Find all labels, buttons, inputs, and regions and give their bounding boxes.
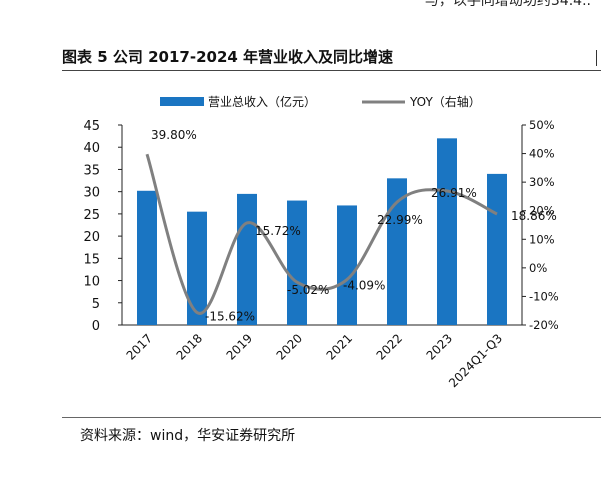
x-category-label: 2018 bbox=[174, 331, 205, 362]
edge-mark bbox=[596, 50, 597, 66]
y-left-tick-label: 35 bbox=[83, 163, 100, 178]
page-top-text: 与，以手同增动功约34.4.. bbox=[424, 0, 591, 9]
yoy-data-label: 26.91% bbox=[431, 186, 477, 200]
x-category-label: 2021 bbox=[324, 331, 355, 362]
yoy-data-label: 18.86% bbox=[511, 209, 557, 223]
revenue-bar bbox=[437, 138, 457, 325]
plot-area: 0 5 10 15 20 25 30 35 40 45 -20% -10% 0% 10% 20% 30% 40%… bbox=[83, 118, 558, 390]
x-category-label: 2023 bbox=[424, 331, 455, 362]
y-right-tick-label: 0% bbox=[529, 261, 547, 275]
x-category-label: 2019 bbox=[224, 331, 255, 362]
y-right-tick-label: 30% bbox=[529, 175, 555, 189]
source-note: 资料来源：wind，华安证券研究所 bbox=[80, 428, 296, 444]
x-category-label: 2022 bbox=[374, 331, 405, 362]
yoy-data-label: -4.09% bbox=[343, 279, 385, 293]
x-category-label: 2017 bbox=[124, 331, 155, 362]
y-right-tick-label: 40% bbox=[529, 147, 555, 161]
source-rule bbox=[62, 417, 601, 418]
yoy-data-label: 15.72% bbox=[255, 224, 301, 238]
legend-bar-swatch bbox=[160, 97, 204, 106]
y-left-tick-label: 20 bbox=[83, 230, 100, 245]
x-category-label: 2020 bbox=[274, 331, 305, 362]
figure-title: 图表 5 公司 2017-2024 年营业收入及同比增速 bbox=[62, 48, 394, 66]
x-category-label: 2024Q1-Q3 bbox=[446, 331, 505, 390]
y-left-tick-label: 10 bbox=[83, 275, 100, 290]
y-right-tick-label: 20% bbox=[529, 204, 555, 218]
revenue-bar bbox=[237, 193, 257, 325]
revenue-yoy-chart: 营业总收入（亿元） YOY（右轴） 0 5 10 15 20 25 30 35 40 45 -20%… bbox=[83, 94, 558, 390]
title-rule bbox=[62, 70, 601, 71]
revenue-bar bbox=[487, 173, 507, 325]
y-right-tick-label: 10% bbox=[529, 232, 555, 246]
y-left-tick-label: 25 bbox=[83, 208, 100, 223]
legend-bar-label: 营业总收入（亿元） bbox=[208, 94, 316, 109]
revenue-bar bbox=[287, 200, 307, 325]
y-left-tick-label: 30 bbox=[83, 186, 100, 201]
y-left-tick-label: 15 bbox=[83, 252, 100, 267]
y-left-tick-label: 5 bbox=[92, 297, 100, 312]
revenue-bar bbox=[337, 205, 357, 325]
revenue-bar bbox=[137, 190, 157, 325]
yoy-line bbox=[145, 153, 498, 315]
y-right-tick-label: -10% bbox=[529, 289, 559, 303]
y-right-tick-label: 50% bbox=[529, 118, 555, 132]
yoy-data-label: -5.02% bbox=[287, 283, 329, 297]
y-right-tick-label: -20% bbox=[529, 318, 559, 332]
revenue-bar bbox=[187, 211, 207, 325]
legend-line-label: YOY（右轴） bbox=[409, 94, 481, 109]
yoy-data-label: -15.62% bbox=[205, 309, 255, 323]
y-left-tick-label: 40 bbox=[83, 141, 100, 156]
y-left-tick-label: 0 bbox=[92, 319, 100, 334]
yoy-data-label: 22.99% bbox=[377, 213, 423, 227]
revenue-bar bbox=[387, 178, 407, 325]
yoy-data-label: 39.80% bbox=[151, 128, 197, 142]
legend: 营业总收入（亿元） YOY（右轴） bbox=[160, 94, 481, 109]
y-left-tick-label: 45 bbox=[83, 119, 100, 134]
